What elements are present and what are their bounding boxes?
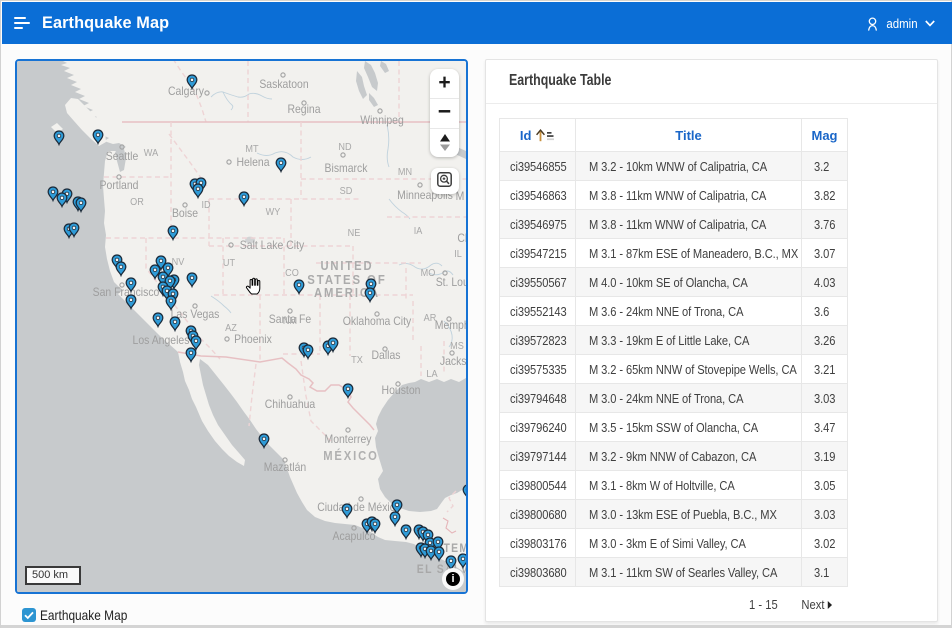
- svg-text:MN: MN: [398, 166, 412, 178]
- svg-text:Dallas: Dallas: [372, 348, 401, 362]
- svg-text:ID: ID: [201, 199, 210, 211]
- svg-text:Calgary: Calgary: [168, 84, 204, 98]
- svg-text:NE: NE: [348, 227, 361, 239]
- svg-text:St. Louis: St. Louis: [436, 275, 466, 289]
- svg-text:NM: NM: [283, 315, 297, 327]
- svg-text:MÉXICO: MÉXICO: [323, 448, 379, 463]
- svg-text:Ch: Ch: [457, 231, 466, 245]
- svg-text:Mazatlán: Mazatlán: [264, 460, 306, 474]
- svg-text:Santa Fe: Santa Fe: [269, 312, 312, 326]
- svg-text:Boise: Boise: [172, 206, 198, 220]
- svg-text:SD: SD: [340, 185, 353, 197]
- svg-text:Houston: Houston: [382, 383, 421, 397]
- svg-text:Oklahoma City: Oklahoma City: [343, 314, 412, 328]
- svg-text:STATES OF: STATES OF: [307, 272, 386, 287]
- svg-text:MO: MO: [421, 267, 436, 279]
- svg-text:AR: AR: [424, 312, 437, 324]
- svg-text:Regina: Regina: [287, 102, 320, 116]
- svg-text:Phoenix: Phoenix: [234, 332, 272, 346]
- svg-text:Saskatoon: Saskatoon: [259, 77, 308, 91]
- svg-text:NV: NV: [172, 256, 185, 268]
- svg-text:Helena: Helena: [236, 155, 269, 169]
- svg-text:WY: WY: [266, 206, 281, 218]
- svg-text:Jackson: Jackson: [440, 354, 466, 368]
- svg-text:AZ: AZ: [225, 322, 237, 334]
- svg-text:TX: TX: [351, 354, 363, 366]
- svg-text:MS: MS: [450, 340, 464, 352]
- svg-text:San Francisco: San Francisco: [93, 285, 160, 299]
- svg-text:ND: ND: [338, 141, 352, 153]
- svg-text:IA: IA: [414, 225, 423, 237]
- svg-text:Acapulco: Acapulco: [333, 529, 376, 543]
- svg-text:Winnipeg: Winnipeg: [360, 113, 404, 127]
- svg-text:Memphis: Memphis: [435, 318, 466, 332]
- svg-text:WA: WA: [144, 147, 158, 159]
- svg-text:Las Vegas: Las Vegas: [171, 307, 220, 321]
- svg-text:Portland: Portland: [100, 178, 139, 192]
- svg-text:OR: OR: [130, 196, 144, 208]
- svg-text:TEMALA: TEMALA: [444, 541, 467, 555]
- svg-text:IL: IL: [454, 248, 462, 260]
- svg-text:MT: MT: [245, 143, 259, 155]
- svg-text:UNITED: UNITED: [320, 258, 373, 273]
- svg-text:CO: CO: [285, 267, 299, 279]
- svg-text:Chihuahua: Chihuahua: [265, 397, 316, 411]
- svg-text:Los Angeles: Los Angeles: [133, 333, 190, 347]
- svg-text:Monterrey: Monterrey: [325, 432, 372, 446]
- svg-text:Salt Lake City: Salt Lake City: [240, 238, 304, 252]
- svg-text:Ciudad de México: Ciudad de México: [317, 500, 401, 514]
- svg-text:AMERICA: AMERICA: [314, 285, 380, 300]
- svg-text:Bismarck: Bismarck: [325, 161, 369, 175]
- svg-text:M: M: [456, 189, 465, 203]
- svg-text:UT: UT: [223, 257, 236, 269]
- svg-text:LA: LA: [426, 368, 437, 380]
- svg-text:Seattle: Seattle: [106, 149, 139, 163]
